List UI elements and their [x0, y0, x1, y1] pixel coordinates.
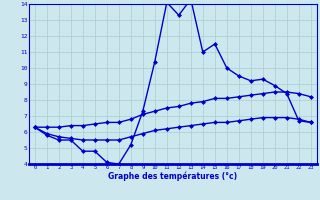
X-axis label: Graphe des températures (°c): Graphe des températures (°c) [108, 172, 237, 181]
